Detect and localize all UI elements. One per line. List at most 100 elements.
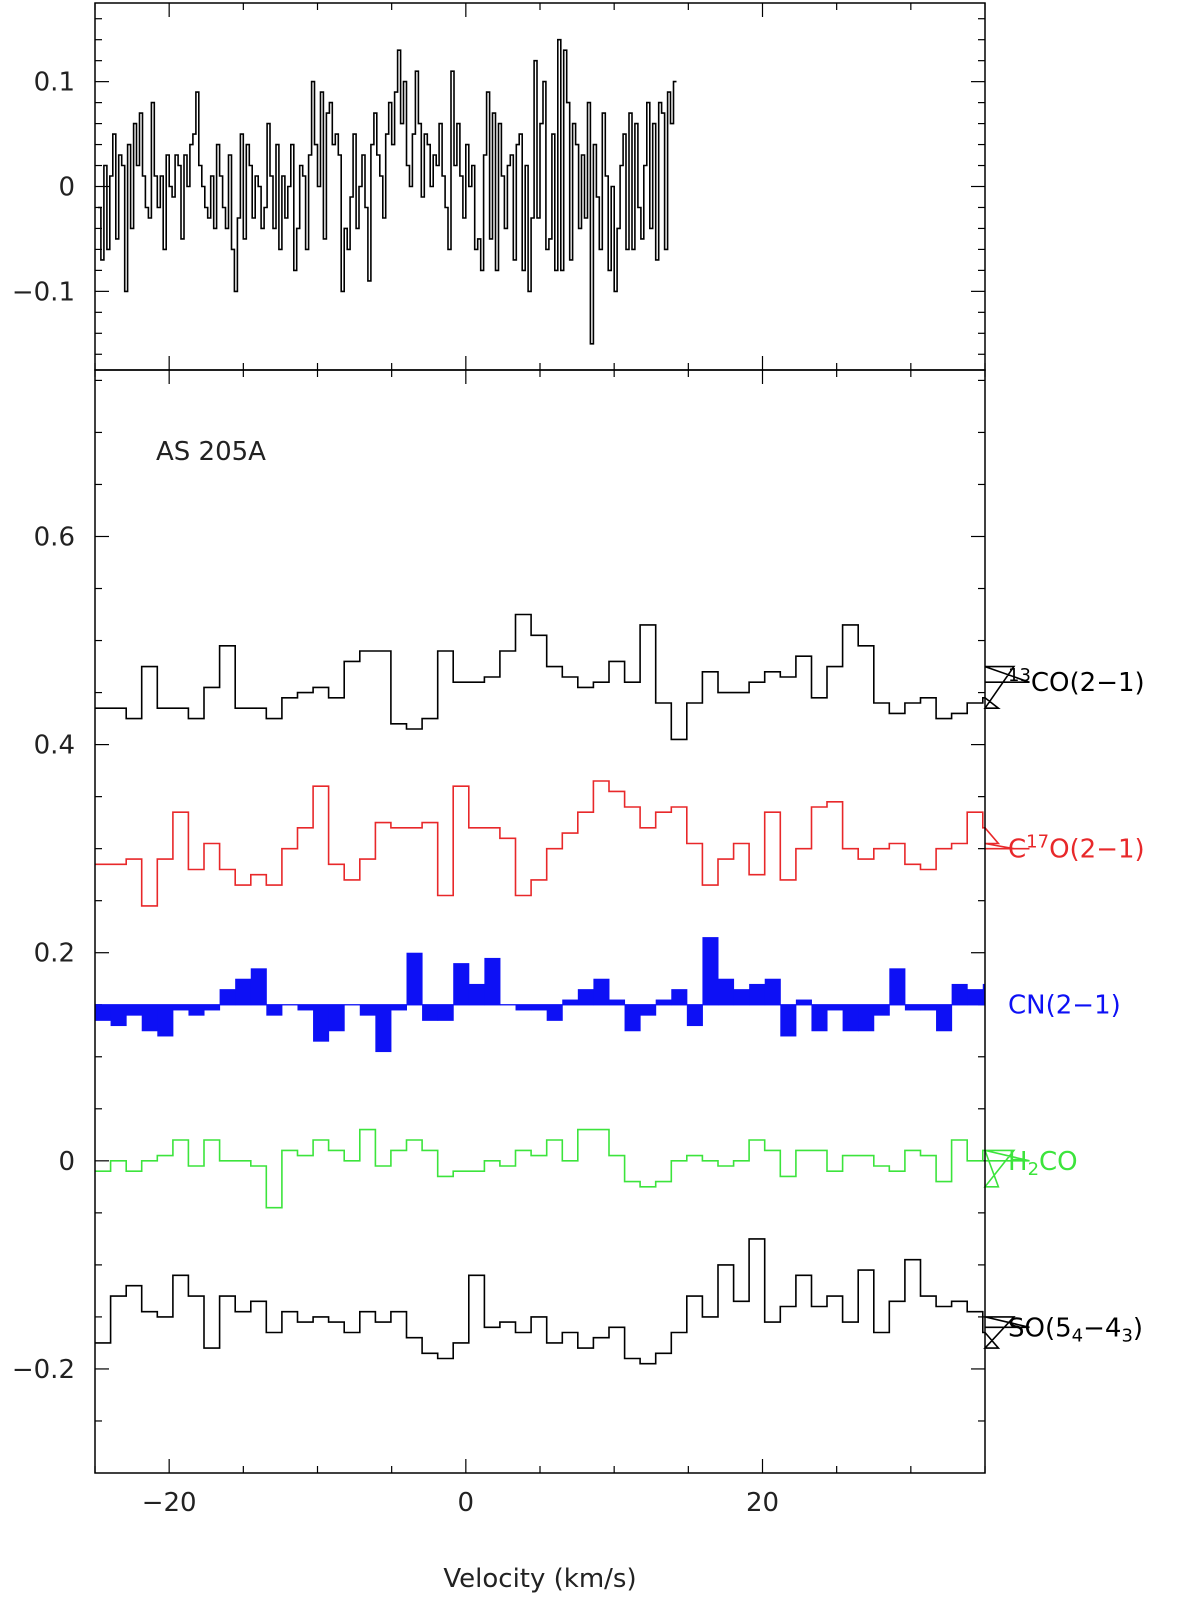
cn-bar — [313, 1004, 330, 1042]
series-label-part: CO(2−1) — [1031, 668, 1145, 698]
series-cn-2-1 — [95, 937, 986, 1053]
cn-bar — [235, 978, 252, 1006]
series-label-cn-2-1: CN(2−1) — [1008, 991, 1121, 1021]
series-label-part: 13 — [1008, 665, 1031, 686]
cn-bar — [390, 1004, 407, 1011]
series-label-part: H — [1008, 1147, 1028, 1177]
y-tick-label: 0.4 — [34, 731, 75, 761]
cn-bar — [920, 1004, 937, 1011]
series-label-part: 17 — [1026, 832, 1049, 853]
cn-bar — [515, 1004, 532, 1011]
x-tick-label: −20 — [142, 1488, 197, 1518]
series-label-part: O(2−1) — [1049, 835, 1145, 865]
series-label-part: 4 — [1072, 1326, 1083, 1347]
series-label-part: C — [1008, 835, 1026, 865]
residual-ticks — [94, 3, 986, 370]
y-tick-label: 0 — [58, 173, 75, 203]
series-h2co-trace — [95, 1128, 1030, 1209]
cn-bar — [904, 1004, 921, 1011]
cn-bar — [562, 999, 579, 1006]
cn-bar — [437, 1004, 454, 1021]
cn-bar — [749, 983, 766, 1006]
y-tick-label: −0.2 — [12, 1355, 75, 1385]
series-label-part: CO — [1039, 1147, 1078, 1177]
x-tick-label: 20 — [746, 1488, 779, 1518]
cn-bar — [219, 989, 236, 1006]
cn-bar — [141, 1004, 158, 1032]
cn-bar — [297, 1004, 314, 1011]
series-label-part: CN(2−1) — [1008, 991, 1121, 1021]
cn-bar — [110, 1004, 127, 1027]
series-c17o-2-1-trace — [95, 780, 1030, 907]
y-tick-label: −0.1 — [12, 277, 75, 307]
cn-bar — [764, 978, 781, 1006]
cn-bar — [126, 1004, 143, 1016]
line-spectra-tick-labels: 0.6 0.4 0.2 0 −0.2 −20 0 20 — [12, 522, 779, 1518]
cn-bar — [359, 1004, 376, 1016]
cn-bar — [795, 999, 812, 1006]
x-axis-label: Velocity (km/s) — [443, 1564, 636, 1594]
cn-bar — [982, 983, 986, 1006]
cn-bar — [546, 1004, 563, 1021]
cn-bar — [422, 1004, 439, 1021]
cn-bar — [95, 1004, 112, 1021]
series-label-part: ) — [1133, 1313, 1143, 1343]
series-13co-2-1-trace — [95, 613, 1030, 741]
y-tick-label: 0 — [58, 1147, 75, 1177]
series-label-part: −4 — [1083, 1313, 1121, 1343]
cn-bar — [453, 963, 470, 1006]
cn-bar — [686, 1004, 703, 1027]
cn-bar — [718, 978, 735, 1006]
source-name-annotation: AS 205A — [156, 437, 266, 467]
series-label-c17o-2-1: C17O(2−1) — [1008, 832, 1145, 865]
cn-bar — [827, 1004, 844, 1011]
cn-bar — [702, 937, 719, 1006]
series-label-so-54-43: SO(54−43) — [1008, 1313, 1143, 1346]
cn-bar — [733, 989, 750, 1006]
cn-bar — [593, 978, 610, 1006]
cn-bar — [577, 989, 594, 1006]
cn-bar — [671, 989, 688, 1006]
cn-bar — [951, 983, 968, 1006]
series-label-13co-2-1: 13CO(2−1) — [1008, 665, 1145, 698]
cn-bar — [406, 952, 423, 1006]
cn-bar — [172, 1004, 189, 1011]
cn-bar — [328, 1004, 345, 1032]
y-tick-label: 0.6 — [34, 522, 75, 552]
cn-bar — [655, 999, 672, 1006]
cn-bar — [250, 968, 267, 1006]
cn-bar — [889, 968, 906, 1006]
cn-bar — [873, 1004, 890, 1016]
cn-bar — [204, 1004, 221, 1011]
cn-bar — [624, 1004, 641, 1032]
series-label-part: 2 — [1028, 1159, 1039, 1180]
y-tick-label: 0.1 — [34, 68, 75, 98]
cn-bar — [967, 989, 984, 1006]
cn-bar — [266, 1004, 283, 1016]
series-label-part: 3 — [1121, 1326, 1132, 1347]
series-label-h2co: H2CO — [1008, 1147, 1078, 1180]
cn-bar — [188, 1004, 205, 1016]
cn-bar — [375, 1004, 392, 1053]
series-so-54-43-trace — [95, 1238, 1030, 1365]
x-tick-label: 0 — [458, 1488, 475, 1518]
y-tick-label: 0.2 — [34, 939, 75, 969]
cn-bar — [780, 1004, 797, 1037]
cn-bar — [484, 957, 501, 1006]
series-label-part: SO(5 — [1008, 1313, 1072, 1343]
cn-bar — [468, 983, 485, 1006]
cn-bar — [858, 1004, 875, 1032]
residual-spectrum-trace — [98, 38, 677, 345]
cn-bar — [842, 1004, 859, 1032]
cn-bar — [608, 999, 626, 1006]
cn-bar — [936, 1004, 953, 1032]
cn-bar — [531, 1004, 548, 1011]
line-spectra-series — [95, 613, 1030, 1365]
residual-panel: 0.1 0 −0.1 — [12, 2, 986, 371]
cn-bar — [157, 1004, 174, 1037]
cn-bar — [811, 1004, 828, 1032]
line-spectra-panel: 0.60.40.20−0.2−20 0 20 13CO(2−1)C17O(2−1)C… — [12, 369, 1145, 1518]
line-spectra-panel-frame — [94, 369, 986, 1474]
